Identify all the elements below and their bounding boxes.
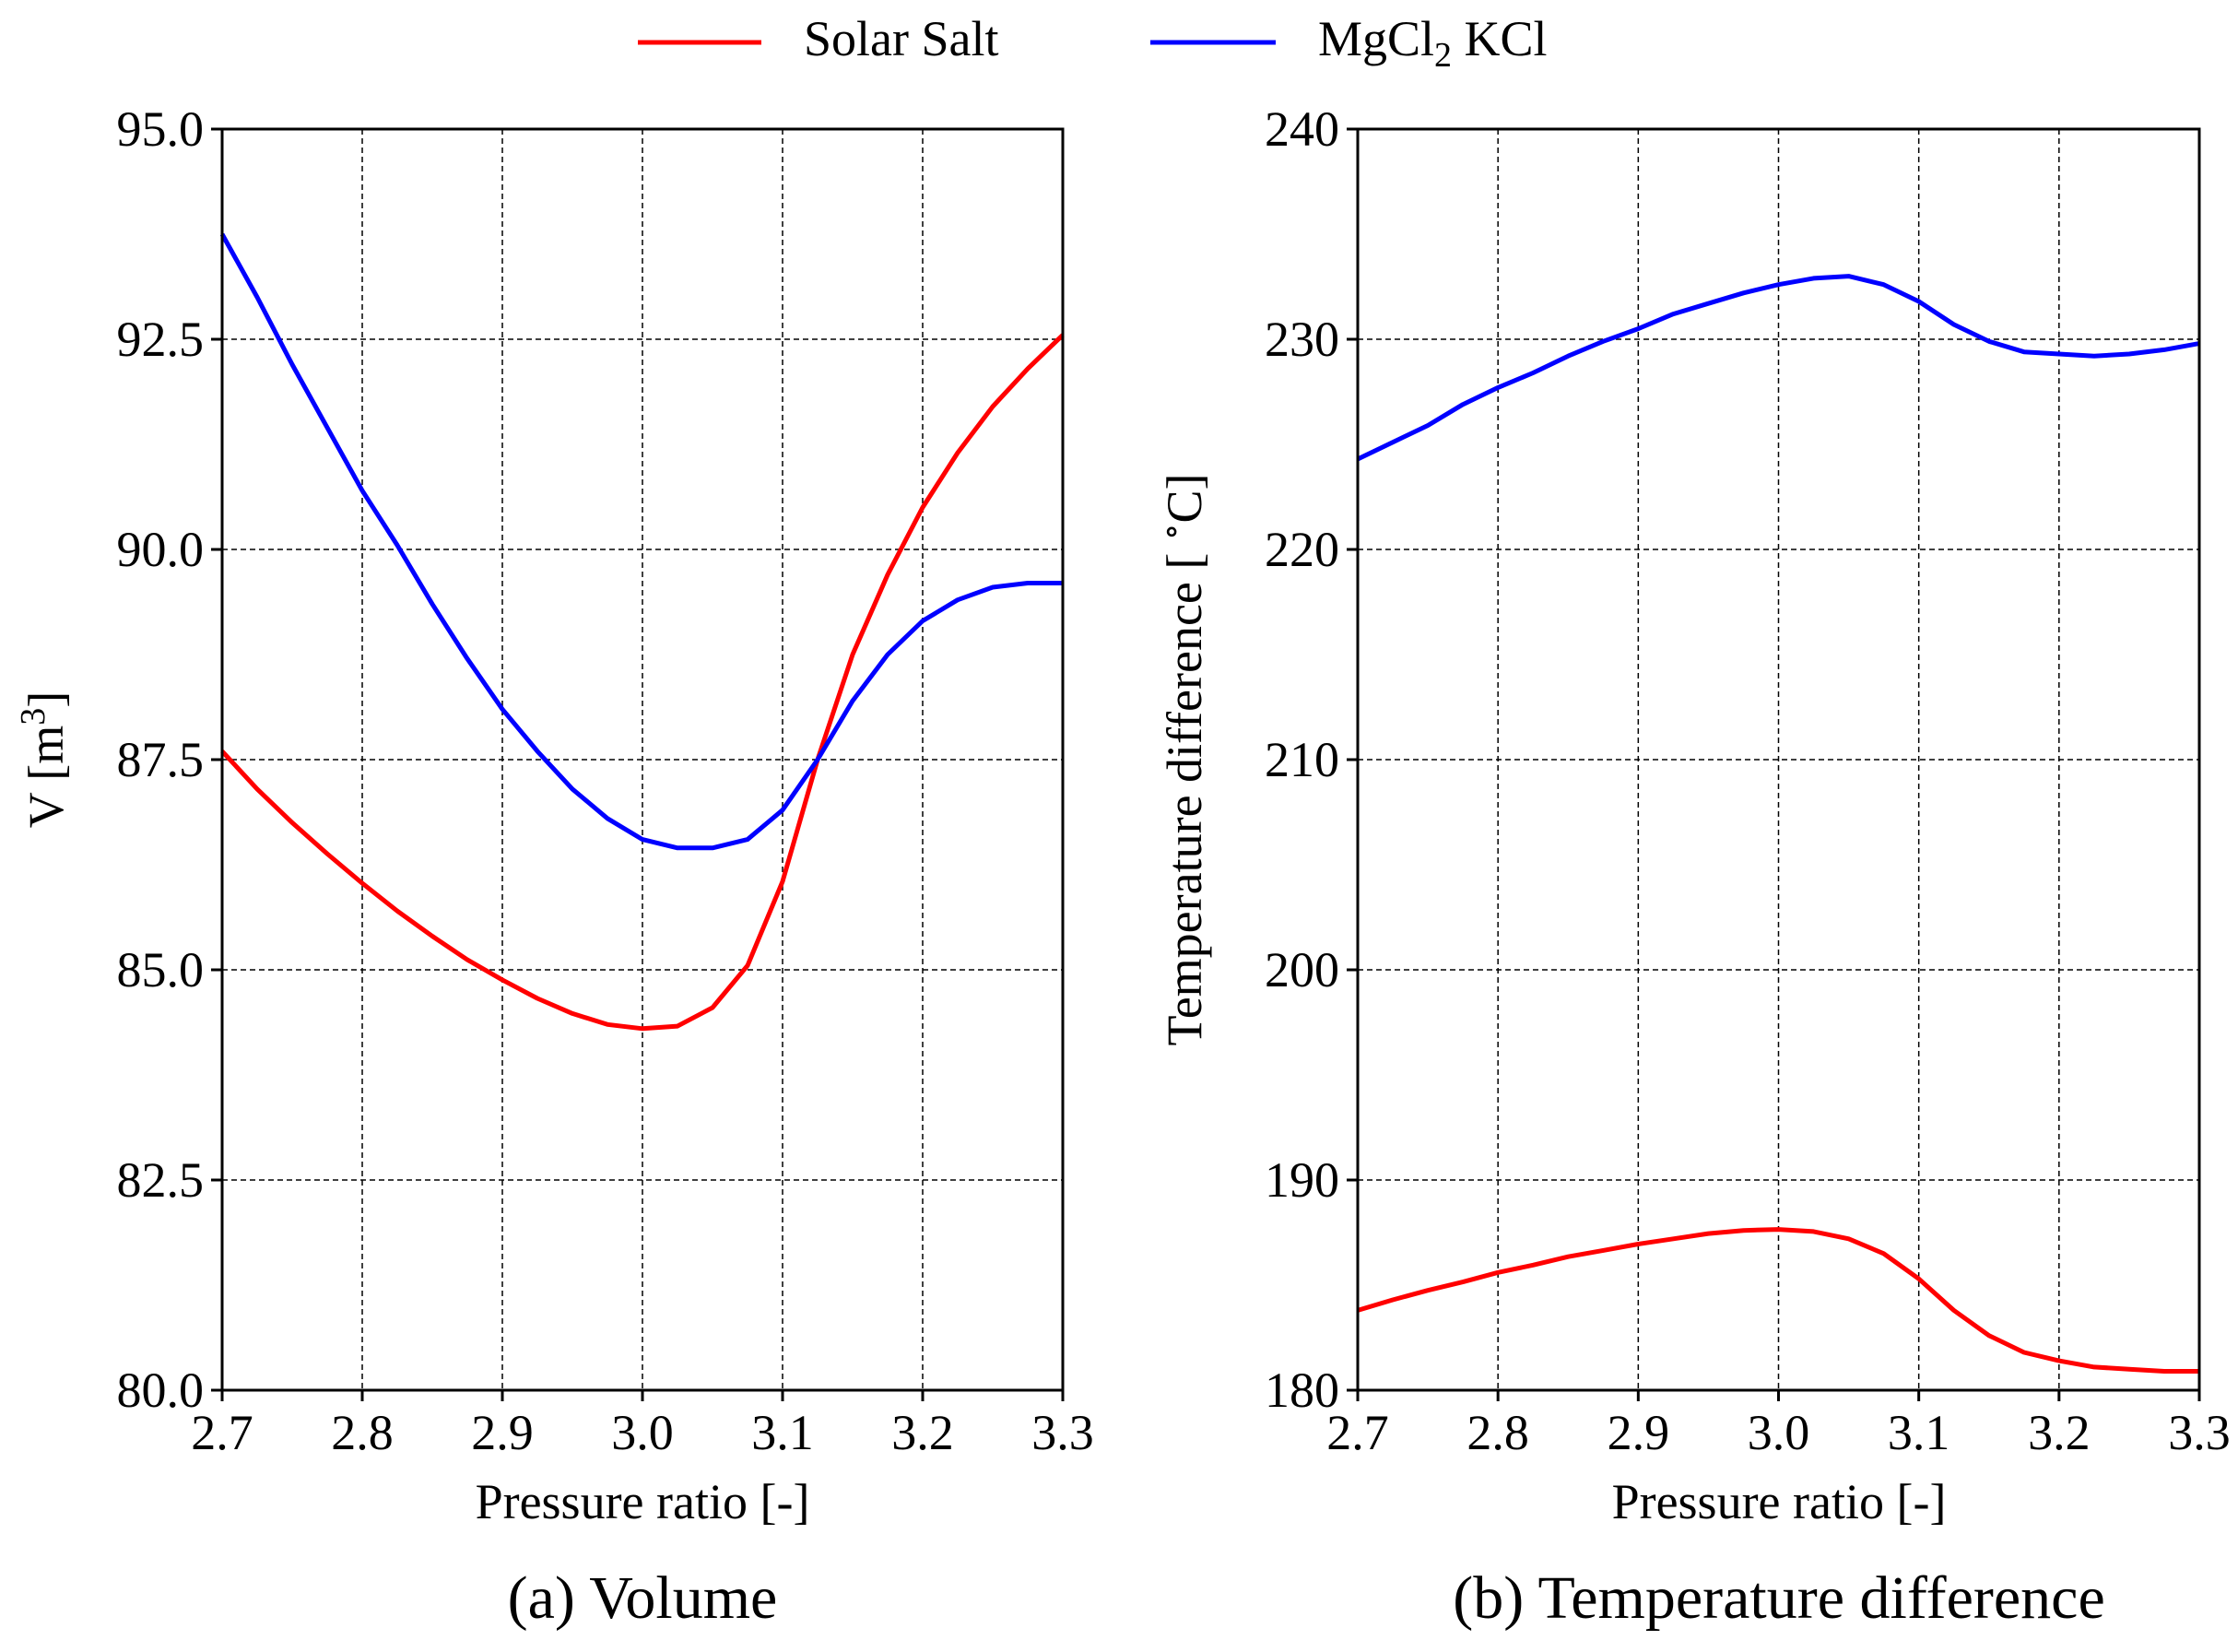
x-tick-label: 2.8 — [1466, 1405, 1529, 1460]
y-tick-label: 95.0 — [117, 101, 205, 157]
x-tick-label: 2.7 — [191, 1405, 253, 1460]
y-tick-label: 210 — [1265, 732, 1339, 787]
x-tick-label: 3.2 — [891, 1405, 954, 1460]
series-line-mgcl — [1356, 274, 2200, 462]
x-tick-label: 3.0 — [1748, 1405, 1810, 1460]
x-tick-label: 2.7 — [1326, 1405, 1389, 1460]
x-tick-label: 3.0 — [611, 1405, 674, 1460]
axis-ticks: 2.7 2.8 2.9 3.0 3.1 3.2 3.3 180 190 200 210 220 230 2… — [1265, 101, 2231, 1460]
series-line-solar — [220, 333, 1065, 1032]
y-tick-label: 80.0 — [117, 1363, 205, 1418]
x-tick-label: 3.3 — [2168, 1405, 2231, 1460]
series-line-mgcl — [219, 232, 1063, 851]
y-tick-label: 200 — [1265, 942, 1339, 997]
x-axis-label: Pressure ratio [-] — [1612, 1474, 1947, 1529]
series-lines — [1356, 274, 2200, 1374]
x-tick-label: 3.2 — [2028, 1405, 2091, 1460]
x-tick-label: 3.1 — [1888, 1405, 1950, 1460]
x-tick-label: 2.8 — [331, 1405, 394, 1460]
legend: Solar Salt MgCl2 KCl — [638, 11, 1548, 75]
y-tick-label: 92.5 — [117, 312, 205, 367]
y-axis-label: V [m3] — [14, 691, 74, 829]
y-tick-label: 180 — [1265, 1363, 1339, 1418]
y-tick-label: 85.0 — [117, 942, 205, 997]
chart-caption: (a) Volume — [508, 1564, 778, 1632]
y-tick-label: 230 — [1265, 312, 1339, 367]
x-axis-label: Pressure ratio [-] — [476, 1474, 810, 1529]
y-tick-label: 90.0 — [117, 522, 205, 577]
axis-ticks: 2.7 2.8 2.9 3.0 3.1 3.2 3.3 80.0 82.5 85.0 87.5 90.… — [117, 101, 1094, 1460]
x-tick-label: 3.3 — [1031, 1405, 1094, 1460]
x-tick-label: 3.1 — [751, 1405, 814, 1460]
chart-panel-temperature-difference: 2.7 2.8 2.9 3.0 3.1 3.2 3.3 180 190 200 210 220 230 2… — [1152, 101, 2231, 1632]
y-tick-label: 87.5 — [117, 732, 205, 787]
chart-caption: (b) Temperature difference — [1453, 1564, 2105, 1632]
series-line-solar — [1357, 1227, 2199, 1374]
y-tick-label: 82.5 — [117, 1152, 205, 1208]
x-tick-label: 2.9 — [471, 1405, 534, 1460]
y-tick-label: 240 — [1265, 101, 1339, 157]
legend-label-mgcl2-kcl: MgCl2 KCl — [1318, 11, 1548, 75]
chart-panel-volume: 2.7 2.8 2.9 3.0 3.1 3.2 3.3 80.0 82.5 85.0 87.5 90.… — [14, 101, 1094, 1632]
y-axis-label: Temperature difference [ ∘C] — [1152, 473, 1212, 1045]
grid-lines — [1357, 128, 2200, 1391]
y-tick-label: 190 — [1265, 1152, 1339, 1208]
legend-label-solar-salt: Solar Salt — [804, 11, 999, 66]
y-tick-label: 220 — [1265, 522, 1339, 577]
series-lines — [219, 232, 1065, 1032]
grid-lines — [221, 128, 1064, 1391]
x-tick-label: 2.9 — [1608, 1405, 1670, 1460]
